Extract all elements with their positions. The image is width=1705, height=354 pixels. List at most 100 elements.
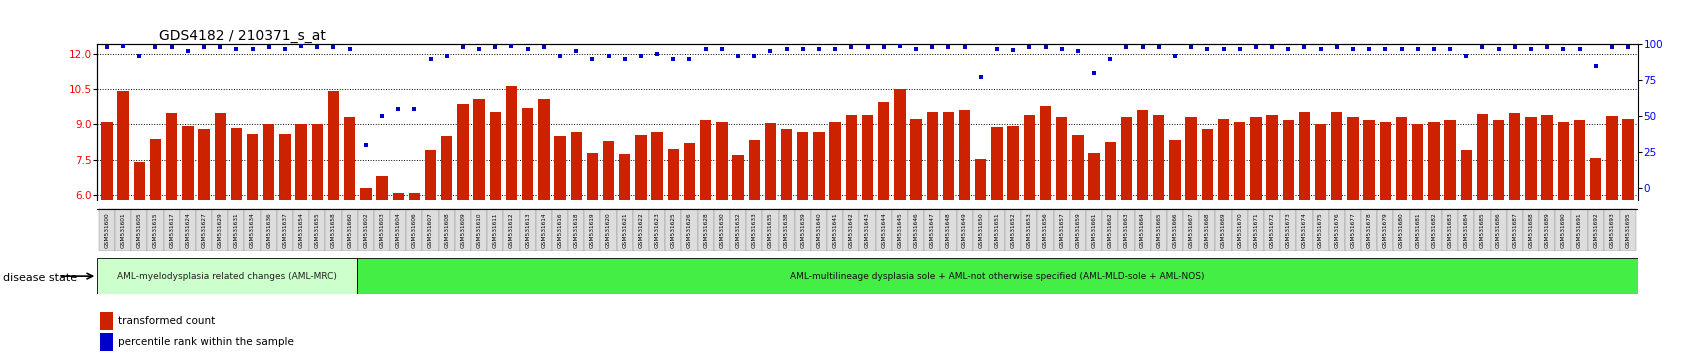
Bar: [1315, 125, 1325, 200]
Bar: [425, 150, 436, 200]
Bar: [1587, 209, 1603, 251]
Point: [1548, 46, 1575, 51]
Text: GSM531622: GSM531622: [638, 212, 643, 248]
Point: [902, 46, 929, 51]
Point: [1079, 70, 1107, 76]
Bar: [665, 209, 680, 251]
Bar: [1379, 122, 1390, 200]
Bar: [247, 134, 257, 200]
Bar: [1408, 209, 1425, 251]
Point: [271, 46, 298, 51]
Bar: [1606, 116, 1616, 200]
Text: GSM531666: GSM531666: [1171, 212, 1176, 248]
Point: [1176, 44, 1204, 50]
Point: [546, 53, 573, 59]
Bar: [535, 209, 552, 251]
Text: GSM531664: GSM531664: [1139, 212, 1144, 248]
Text: transformed count: transformed count: [118, 316, 215, 326]
Bar: [1506, 209, 1523, 251]
Bar: [861, 115, 873, 200]
Point: [433, 53, 460, 59]
Text: GSM531655: GSM531655: [315, 212, 319, 248]
Text: GSM531635: GSM531635: [767, 212, 772, 248]
Text: GSM531687: GSM531687: [1511, 212, 1516, 248]
Bar: [1233, 122, 1245, 200]
Point: [1129, 44, 1156, 50]
Bar: [796, 132, 808, 200]
Bar: [215, 113, 225, 200]
Bar: [1538, 209, 1555, 251]
Point: [530, 44, 558, 50]
Text: GSM531644: GSM531644: [881, 212, 885, 248]
Text: GSM531685: GSM531685: [1478, 212, 1483, 248]
Bar: [648, 209, 665, 251]
Text: GSM531630: GSM531630: [720, 212, 725, 248]
Text: percentile rank within the sample: percentile rank within the sample: [118, 337, 293, 347]
Text: GSM531603: GSM531603: [379, 212, 384, 248]
Bar: [842, 209, 859, 251]
Bar: [295, 125, 307, 200]
Bar: [939, 209, 957, 251]
Text: GSM531659: GSM531659: [1074, 212, 1079, 248]
Point: [1274, 46, 1301, 51]
Text: GSM531628: GSM531628: [702, 212, 708, 248]
Bar: [1134, 209, 1149, 251]
Bar: [1362, 120, 1374, 200]
Point: [1258, 44, 1286, 50]
Bar: [455, 209, 471, 251]
Bar: [1344, 209, 1361, 251]
Bar: [569, 132, 581, 200]
Point: [1161, 53, 1188, 59]
Bar: [991, 127, 1003, 200]
Bar: [1055, 118, 1067, 200]
Text: GSM531669: GSM531669: [1221, 212, 1226, 248]
Bar: [1557, 122, 1569, 200]
Text: GSM531645: GSM531645: [897, 212, 902, 248]
Bar: [522, 108, 534, 200]
Point: [1014, 44, 1042, 50]
Bar: [619, 154, 631, 200]
Text: GSM531661: GSM531661: [1091, 212, 1096, 248]
Point: [1371, 46, 1398, 51]
Point: [578, 56, 605, 62]
Text: GSM531674: GSM531674: [1301, 212, 1306, 248]
Bar: [474, 98, 484, 200]
Bar: [406, 209, 423, 251]
Text: GSM531693: GSM531693: [1608, 212, 1613, 248]
Bar: [684, 143, 694, 200]
Point: [643, 52, 670, 57]
Text: GSM531607: GSM531607: [428, 212, 433, 248]
Point: [1388, 46, 1415, 51]
Bar: [600, 209, 616, 251]
Point: [303, 44, 331, 50]
Bar: [165, 113, 177, 200]
Point: [384, 106, 411, 112]
Bar: [1621, 119, 1633, 200]
Text: GSM531660: GSM531660: [348, 212, 351, 248]
Point: [1194, 46, 1221, 51]
Bar: [907, 209, 924, 251]
Bar: [101, 122, 113, 200]
Point: [725, 53, 752, 59]
Text: GSM531639: GSM531639: [800, 212, 805, 248]
Bar: [1603, 209, 1620, 251]
Bar: [1246, 209, 1263, 251]
Text: GSM531671: GSM531671: [1253, 212, 1258, 248]
Bar: [1153, 115, 1165, 200]
Point: [1291, 44, 1318, 50]
Bar: [1101, 209, 1118, 251]
Bar: [1120, 118, 1132, 200]
Bar: [1412, 125, 1422, 200]
Point: [1096, 56, 1124, 62]
Text: GSM531692: GSM531692: [1592, 212, 1598, 248]
Point: [1064, 48, 1091, 54]
Bar: [1008, 126, 1018, 200]
Bar: [1459, 150, 1471, 200]
Point: [498, 43, 525, 48]
Bar: [972, 209, 989, 251]
Bar: [1458, 209, 1473, 251]
Bar: [699, 120, 711, 200]
Text: GSM531675: GSM531675: [1318, 212, 1323, 248]
Bar: [457, 104, 469, 200]
Point: [368, 114, 396, 119]
